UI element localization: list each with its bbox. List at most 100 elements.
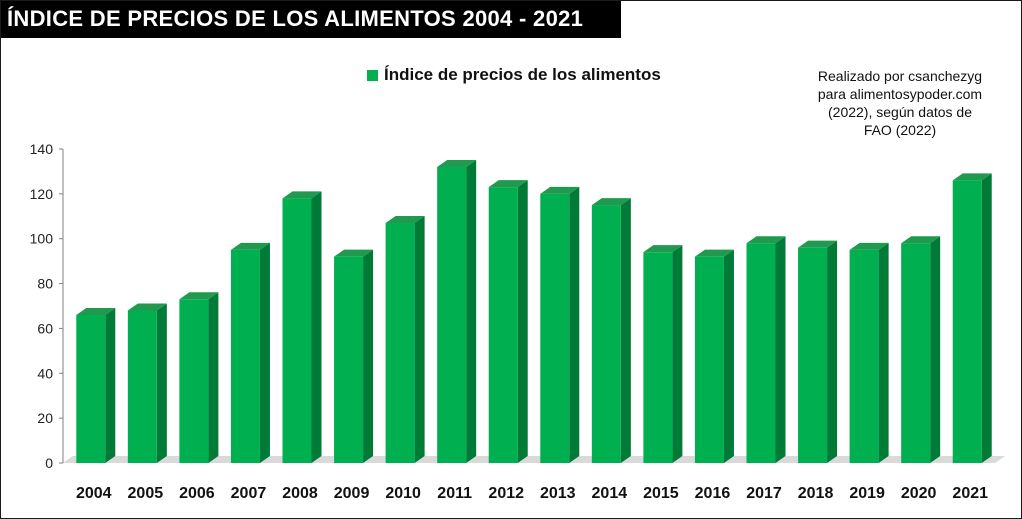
x-tick-label: 2013 <box>540 485 576 502</box>
x-tick-label: 2007 <box>231 485 267 502</box>
bar-top <box>282 191 322 199</box>
x-tick-label: 2016 <box>695 485 731 502</box>
bar-side <box>620 198 631 464</box>
bar-side <box>672 245 683 463</box>
y-tick-label: 140 <box>30 141 54 157</box>
bar <box>849 242 889 463</box>
bar-top <box>385 216 425 224</box>
bar-top <box>488 180 528 188</box>
bar-top <box>179 292 219 300</box>
bar-top <box>127 303 167 311</box>
bar-front <box>746 243 776 463</box>
bar-front <box>643 252 673 463</box>
bar-front <box>901 243 931 463</box>
bar <box>230 242 270 463</box>
bar-side <box>775 236 786 463</box>
bar-front <box>230 249 260 463</box>
bar-front <box>591 205 621 464</box>
bar-side <box>466 159 477 463</box>
bar <box>334 249 374 463</box>
bar <box>179 292 219 463</box>
bar-top <box>901 236 941 244</box>
bar-front <box>282 198 312 464</box>
bar-top <box>334 249 374 257</box>
bar-front <box>385 223 415 463</box>
x-tick-label: 2012 <box>488 485 524 502</box>
credit-line-2: para alimentosypoder.com <box>817 86 983 102</box>
bar-side <box>827 240 838 463</box>
bar-front <box>540 193 570 463</box>
bar <box>591 198 631 464</box>
x-tick-label: 2017 <box>746 485 782 502</box>
bar-top <box>591 198 631 206</box>
credit-line-1: Realizado por csanchezyg <box>817 68 983 84</box>
bar <box>127 303 167 463</box>
bar-front <box>127 310 157 463</box>
x-tick-label: 2009 <box>334 485 370 502</box>
y-tick-label: 100 <box>30 231 54 247</box>
title-bar: ÍNDICE DE PRECIOS DE LOS ALIMENTOS 2004 … <box>1 1 621 38</box>
bar <box>437 159 477 463</box>
x-tick-label: 2008 <box>282 485 318 502</box>
bar-side <box>517 180 528 463</box>
bar-top <box>437 159 477 167</box>
bar-side <box>363 249 374 463</box>
credit-line-3: (2022), según datos de <box>828 104 972 120</box>
credit-note: Realizado por csanchezyg para alimentosy… <box>809 67 991 139</box>
x-tick-label: 2010 <box>385 485 421 502</box>
x-tick-label: 2020 <box>901 485 937 502</box>
bar <box>385 216 425 463</box>
bar-top <box>849 242 889 250</box>
bar-top <box>798 240 838 248</box>
bar <box>282 191 322 464</box>
bar <box>746 236 786 463</box>
bar <box>901 236 941 463</box>
bar-side <box>208 292 219 463</box>
bar <box>540 186 580 463</box>
x-tick-label: 2019 <box>849 485 885 502</box>
bar <box>694 249 734 463</box>
credit-line-4: FAO (2022) <box>863 122 937 138</box>
x-tick-label: 2014 <box>592 485 628 502</box>
bar-side <box>569 186 580 463</box>
bar-front <box>798 247 828 463</box>
bar-side <box>259 242 270 463</box>
bar-front <box>952 180 982 463</box>
x-tick-label: 2011 <box>437 485 472 502</box>
bar-top <box>746 236 786 244</box>
bar-front <box>694 256 724 463</box>
bar-side <box>930 236 941 463</box>
x-tick-label: 2015 <box>643 485 679 502</box>
bar <box>488 180 528 463</box>
x-tick-label: 2021 <box>952 485 988 502</box>
bar-side <box>311 191 322 464</box>
legend-swatch <box>367 69 378 81</box>
bar-front <box>334 256 364 463</box>
bar-top <box>540 186 580 194</box>
bar-front <box>179 299 209 463</box>
x-tick-label: 2005 <box>128 485 164 502</box>
y-tick-label: 60 <box>37 320 53 336</box>
bar <box>643 245 683 463</box>
bar-side <box>156 303 167 463</box>
bar-side <box>981 173 992 463</box>
bar-side <box>723 249 734 463</box>
bar-top <box>76 307 116 315</box>
y-tick-label: 20 <box>37 410 53 426</box>
bar-front <box>76 314 106 463</box>
bar <box>76 307 116 463</box>
y-tick-label: 40 <box>37 365 53 381</box>
bar-top <box>694 249 734 257</box>
bar-front <box>849 249 879 463</box>
bar <box>952 173 992 463</box>
bar-side <box>105 307 116 463</box>
y-tick-label: 0 <box>45 455 53 471</box>
chart-title: ÍNDICE DE PRECIOS DE LOS ALIMENTOS 2004 … <box>7 6 584 31</box>
bar-side <box>878 242 889 463</box>
bar-top <box>643 245 683 253</box>
y-tick-label: 120 <box>30 186 54 202</box>
bar-front <box>488 187 518 463</box>
bar-top <box>230 242 270 250</box>
x-tick-label: 2018 <box>798 485 834 502</box>
